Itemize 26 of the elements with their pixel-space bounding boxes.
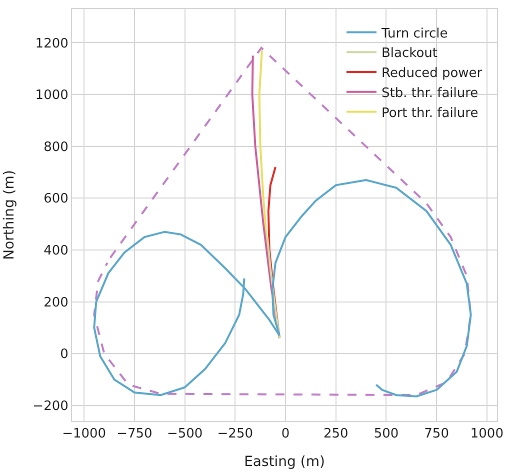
legend-label: Blackout — [382, 46, 438, 62]
x-tick-label: −1000 — [62, 426, 106, 442]
x-tick-label: 500 — [374, 426, 399, 442]
x-tick-label: 0 — [281, 426, 290, 442]
x-tick-label: −500 — [166, 426, 203, 442]
y-tick-label: 600 — [44, 192, 68, 207]
y-axis-title: Northing (m) — [1, 170, 18, 260]
y-tick-label: 1200 — [35, 36, 68, 52]
y-tick-label: 400 — [44, 244, 68, 259]
legend-label: Stb. thr. failure — [382, 86, 478, 101]
x-tick-label: 750 — [424, 426, 449, 442]
x-axis-title: Easting (m) — [244, 454, 325, 470]
x-tick-label: −250 — [217, 426, 254, 442]
y-tick-label: 200 — [44, 295, 68, 310]
y-tick-label: 800 — [44, 140, 68, 155]
y-tick-label: 1000 — [35, 88, 68, 104]
y-tick-label: 0 — [60, 347, 68, 362]
legend-label: Turn circle — [380, 26, 448, 42]
line-series — [266, 236, 280, 340]
legend-label: Reduced power — [382, 66, 483, 82]
x-tick-label: 250 — [323, 426, 348, 442]
y-tick-label: −200 — [32, 399, 68, 414]
legend-label: Port thr. failure — [382, 106, 478, 121]
x-tick-label: 1000 — [470, 426, 504, 442]
x-tick-label: −750 — [116, 426, 152, 442]
line-series — [251, 54, 280, 340]
